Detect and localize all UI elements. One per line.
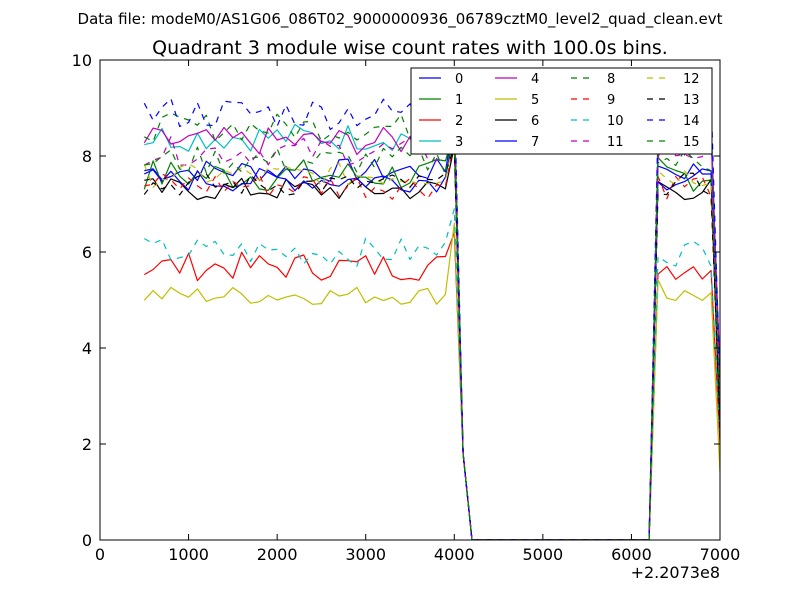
legend-label-11: 11 (607, 135, 624, 150)
legend-label-13: 13 (683, 93, 700, 108)
series-line-12 (143, 136, 720, 540)
x-tick-label: 6000 (611, 545, 652, 564)
legend-label-3: 3 (455, 135, 463, 150)
series-line-9 (144, 141, 720, 540)
y-tick-label: 6 (82, 243, 92, 262)
series-layer (143, 88, 720, 540)
legend-box (410, 67, 713, 155)
legend-label-5: 5 (531, 93, 539, 108)
x-tick-label: 4000 (434, 545, 475, 564)
series-line-5 (143, 222, 720, 540)
x-tick-label: 0 (95, 545, 105, 564)
series-line-6 (144, 145, 720, 540)
axes-frame (99, 59, 721, 541)
legend-label-2: 2 (455, 114, 463, 129)
x-tick-label: 7000 (700, 545, 741, 564)
y-tick-label: 10 (72, 51, 92, 70)
y-tick-label: 2 (82, 435, 92, 454)
series-line-10 (144, 208, 720, 540)
legend-label-9: 9 (607, 93, 615, 108)
series-line-14 (143, 88, 720, 540)
legend-label-4: 4 (531, 72, 539, 87)
series-line-13 (143, 145, 720, 540)
legend-label-7: 7 (531, 135, 539, 150)
series-line-7 (144, 131, 720, 540)
x-tick-label: 5000 (522, 545, 563, 564)
y-tick-label: 8 (82, 147, 92, 166)
x-tick-label: 3000 (345, 545, 386, 564)
series-line-0 (144, 116, 720, 540)
legend-label-14: 14 (683, 114, 700, 129)
y-tick-label: 0 (82, 531, 92, 550)
x-tick-label: 2000 (257, 545, 298, 564)
legend-label-8: 8 (607, 72, 615, 87)
legend-label-12: 12 (683, 72, 700, 87)
series-line-4 (143, 116, 720, 540)
legend-label-15: 15 (683, 135, 700, 150)
legend-label-6: 6 (531, 114, 539, 129)
figure-suptitle: Data file: modeM0/AS1G06_086T02_90000009… (78, 10, 723, 29)
series-line-1 (143, 131, 720, 540)
x-offset-label: +2.2073e8 (631, 563, 720, 582)
x-tick-label: 1000 (168, 545, 209, 564)
chart-title: Quadrant 3 module wise count rates with … (152, 37, 668, 59)
series-line-2 (143, 232, 720, 540)
legend-label-0: 0 (455, 72, 463, 87)
y-tick-label: 4 (82, 339, 92, 358)
series-line-3 (144, 112, 720, 540)
series-line-8 (144, 97, 720, 540)
legend-label-1: 1 (455, 93, 463, 108)
series-line-15 (144, 126, 720, 540)
legend-label-10: 10 (607, 114, 624, 129)
series-line-11 (144, 121, 720, 540)
